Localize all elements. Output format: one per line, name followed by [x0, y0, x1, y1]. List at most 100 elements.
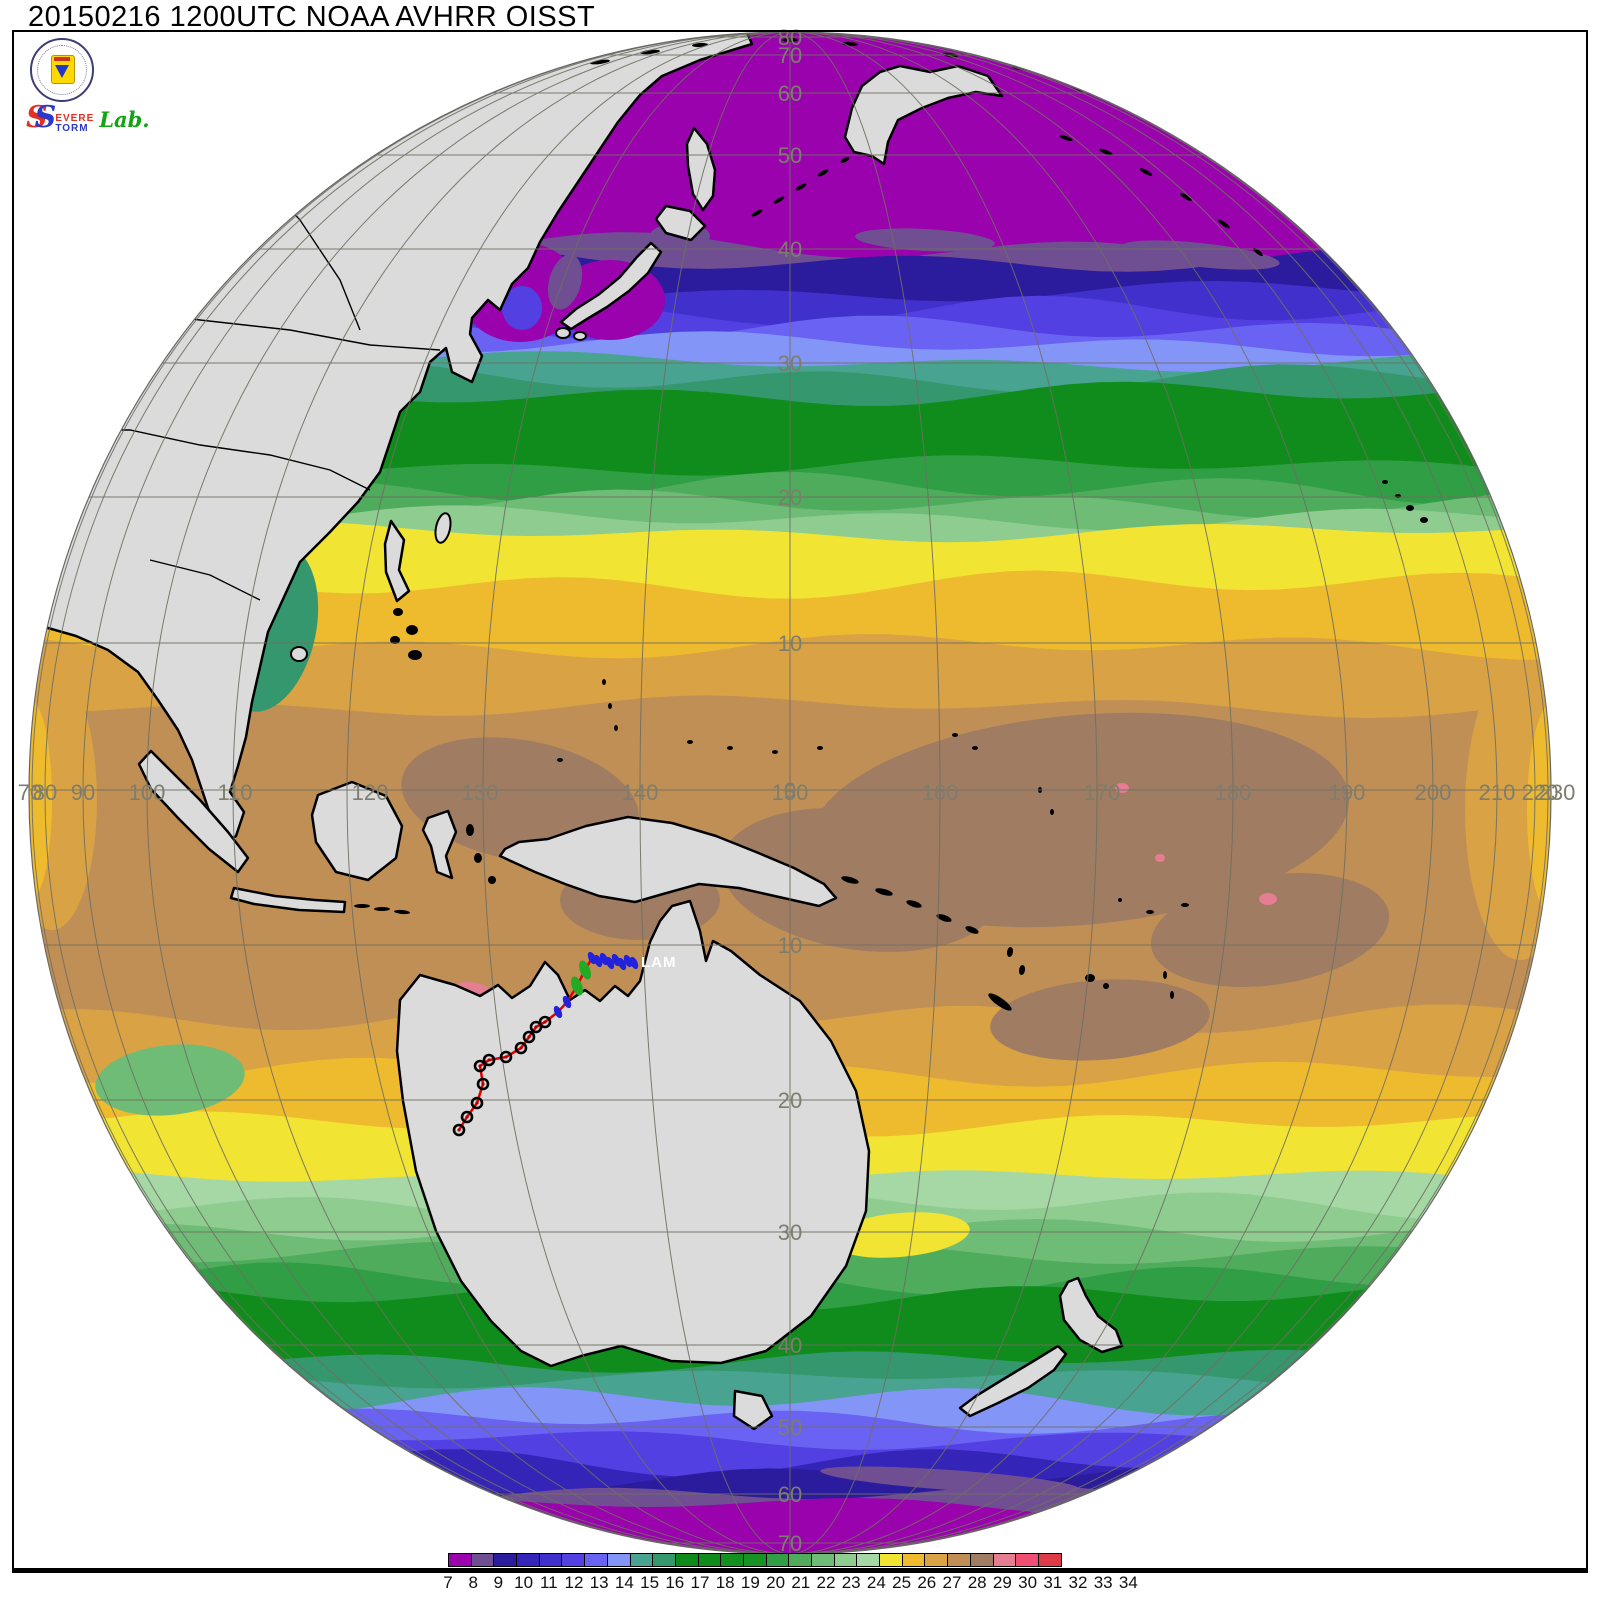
sst-patch: [830, 1212, 970, 1258]
longitude-label: 180: [1215, 780, 1252, 805]
meridian-line: [789, 32, 1536, 1554]
small-island-mark: [602, 679, 606, 685]
storm-marker-dot: [478, 1064, 482, 1068]
colorbar-swatch-8: [470, 1553, 495, 1567]
longitude-label: 170: [1084, 780, 1121, 805]
latitude-label: 70: [778, 43, 802, 68]
colorbar-swatch-9: [493, 1553, 518, 1567]
colorbar-swatch-15: [629, 1553, 654, 1567]
colorbar-tick-label: 11: [539, 1573, 558, 1592]
storm-marker-position: [476, 1077, 490, 1091]
small-island-mark: [772, 750, 778, 754]
storm-marker-position: [538, 1015, 552, 1029]
latitude-label: 10: [778, 631, 802, 656]
colorbar-tick-label: 19: [740, 1573, 760, 1592]
ocean-sst-bands: [29, 32, 1551, 1554]
colorbar-tick-label: 32: [1068, 1573, 1088, 1592]
page-title: 20150216 1200UTC NOAA AVHRR OISST: [28, 1, 596, 33]
globe-clip-group: [29, 32, 1551, 1554]
longitude-label: 70: [18, 780, 42, 805]
colorbar-swatch-32: [1015, 1553, 1040, 1567]
small-island-mark: [906, 900, 922, 908]
colorbar-tick-label: 12: [564, 1573, 584, 1592]
storm-marker-dot: [465, 1115, 469, 1119]
storm-marker-cyclone: [553, 1005, 563, 1019]
sst-patch: [1527, 700, 1551, 920]
colorbar-tick-label: 9: [493, 1573, 504, 1592]
colorbar-swatch-18: [697, 1553, 722, 1567]
storm-marker-dot: [519, 1046, 523, 1050]
colorbar-tick-label: 20: [766, 1573, 786, 1592]
landmass-new-guinea: [498, 815, 838, 908]
storm-marker-strong: [579, 960, 591, 980]
colorbar-tick-label: 17: [690, 1573, 710, 1592]
colorbar-swatch-31: [992, 1553, 1017, 1567]
storm-marker-cyclone: [593, 954, 603, 968]
latitude-label: 20: [778, 1088, 802, 1113]
small-island-mark: [1146, 910, 1154, 914]
longitude-label: 200: [1415, 780, 1452, 805]
storm-marker-position: [499, 1050, 513, 1064]
meridian-line: [639, 32, 791, 1554]
landmass-nz-north: [1058, 1276, 1124, 1354]
small-island-mark: [687, 740, 693, 744]
small-island-mark: [972, 746, 978, 750]
sst-patch: [990, 979, 1210, 1061]
latitude-label: 20: [778, 485, 802, 510]
seal-emblem-icon: [51, 55, 75, 84]
storm-marker-dot: [475, 1101, 479, 1105]
colorbar-swatches: [448, 1553, 1063, 1567]
logo-word-lab: Lab.: [99, 107, 150, 132]
small-island-mark: [1018, 965, 1026, 975]
small-island-mark: [1382, 480, 1388, 484]
logo-initial-severe: S: [26, 100, 48, 135]
meridian-line: [346, 32, 791, 1554]
longitude-label: 150: [772, 780, 809, 805]
storm-marker-dot: [481, 1082, 485, 1086]
colorbar-swatch-24: [833, 1553, 858, 1567]
small-island-mark: [817, 169, 829, 177]
sst-patch: [1259, 893, 1277, 905]
storm-marker-strong: [571, 976, 583, 996]
longitude-label: 160: [922, 780, 959, 805]
colorbar-tick-label: 29: [992, 1573, 1012, 1592]
storm-marker-cyclone: [587, 951, 597, 965]
storm-marker-cyclone: [623, 954, 633, 968]
colorbar-tick-label: 18: [715, 1573, 735, 1592]
latitude-label: 10: [778, 933, 802, 958]
landmass-sakhalin: [685, 126, 717, 212]
storm-marker-position: [473, 1059, 487, 1073]
small-island-mark: [614, 725, 618, 731]
colorbar-tick-label: 15: [640, 1573, 660, 1592]
small-island-mark: [557, 758, 563, 762]
colorbar-tick-label: 30: [1018, 1573, 1038, 1592]
colorbar-tick-label: 8: [468, 1573, 478, 1592]
sst-patch: [820, 1466, 1080, 1494]
sst-patch: [95, 1044, 245, 1116]
small-island-mark: [608, 703, 612, 709]
small-island-mark: [466, 824, 474, 836]
small-island-mark: [1050, 809, 1054, 815]
landmass-australia: [395, 899, 871, 1368]
small-island-mark: [988, 993, 1012, 1011]
storm-track: LAM: [452, 951, 676, 1137]
graticule: [29, 32, 1551, 1554]
longitude-label: 110: [217, 780, 252, 805]
small-island-mark: [474, 853, 482, 863]
latitude-label: 80: [778, 25, 802, 50]
colorbar-swatch-29: [947, 1553, 972, 1567]
storm-marker-position: [482, 1053, 496, 1067]
longitude-label: 210: [1479, 780, 1516, 805]
latitude-label: 0: [784, 778, 796, 803]
storm-marker-dot: [527, 1035, 531, 1039]
latitude-label: 60: [778, 1482, 802, 1507]
colorbar-swatch-14: [606, 1553, 631, 1567]
small-island-mark: [354, 904, 370, 908]
small-island-mark: [936, 914, 952, 922]
meridian-line: [789, 32, 1348, 1554]
sst-patch: [502, 286, 542, 330]
logo-initial-storm: S: [34, 100, 57, 135]
colorbar-tick-label: 27: [942, 1573, 962, 1592]
severe-storm-lab-logo: SS EVERE TORM Lab.: [26, 38, 150, 135]
colorbar-swatch-22: [788, 1553, 813, 1567]
